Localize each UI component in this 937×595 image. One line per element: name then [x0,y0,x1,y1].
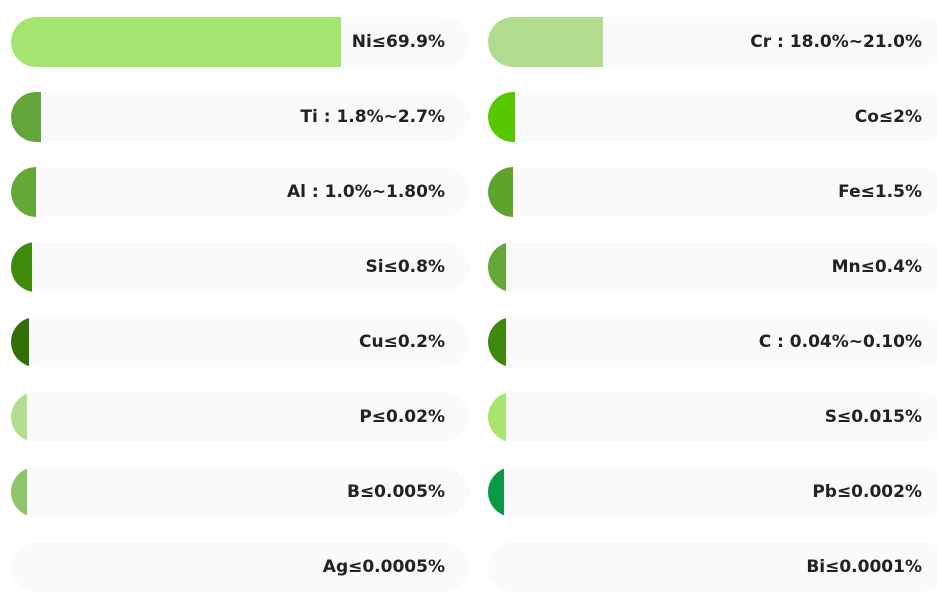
bar-label: S≤0.015% [824,407,922,427]
bar-fill [488,92,516,142]
bar-fill [488,17,603,67]
bar-fill [11,392,28,442]
bar-fill [488,467,505,517]
bar-label: Ag≤0.0005% [322,557,445,577]
bar-fill [488,317,507,367]
bar-label: Si≤0.8% [365,257,445,277]
bar-label: Fe≤1.5% [838,182,922,202]
bar-row: S≤0.015% [488,392,937,442]
bar-label: Bi≤0.0001% [806,557,922,577]
bar-row: Cr : 18.0%~21.0% [488,17,937,67]
bar-row: C : 0.04%~0.10% [488,317,937,367]
bar-fill [488,392,507,442]
bar-label: Cu≤0.2% [359,332,445,352]
bar-fill [11,242,32,292]
bar-label: Ni≤69.9% [351,32,445,52]
bar-fill [11,467,28,517]
bar-row: Mn≤0.4% [488,242,937,292]
bar-row: P≤0.02% [11,392,469,442]
bar-label: P≤0.02% [359,407,445,427]
bar-row: Co≤2% [488,92,937,142]
bar-row: Bi≤0.0001% [488,542,937,592]
bar-row: Ti : 1.8%~2.7% [11,92,469,142]
bar-fill [11,92,41,142]
bar-label: Pb≤0.002% [812,482,922,502]
bar-fill [11,167,37,217]
bar-row: B≤0.005% [11,467,469,517]
bar-fill [11,317,30,367]
bar-fill [11,17,341,67]
bar-row: Al : 1.0%~1.80% [11,167,469,217]
bar-label: Ti : 1.8%~2.7% [300,107,445,127]
bar-row: Cu≤0.2% [11,317,469,367]
bar-fill [488,242,507,292]
bar-label: Co≤2% [854,107,922,127]
bar-label: B≤0.005% [346,482,445,502]
bar-row: Fe≤1.5% [488,167,937,217]
bar-row: Pb≤0.002% [488,467,937,517]
bar-label: Al : 1.0%~1.80% [287,182,445,202]
bar-fill [488,167,514,217]
bar-label: Cr : 18.0%~21.0% [750,32,922,52]
bar-row: Ag≤0.0005% [11,542,469,592]
bar-label: C : 0.04%~0.10% [758,332,922,352]
bar-row: Ni≤69.9% [11,17,469,67]
bar-label: Mn≤0.4% [831,257,922,277]
bar-row: Si≤0.8% [11,242,469,292]
